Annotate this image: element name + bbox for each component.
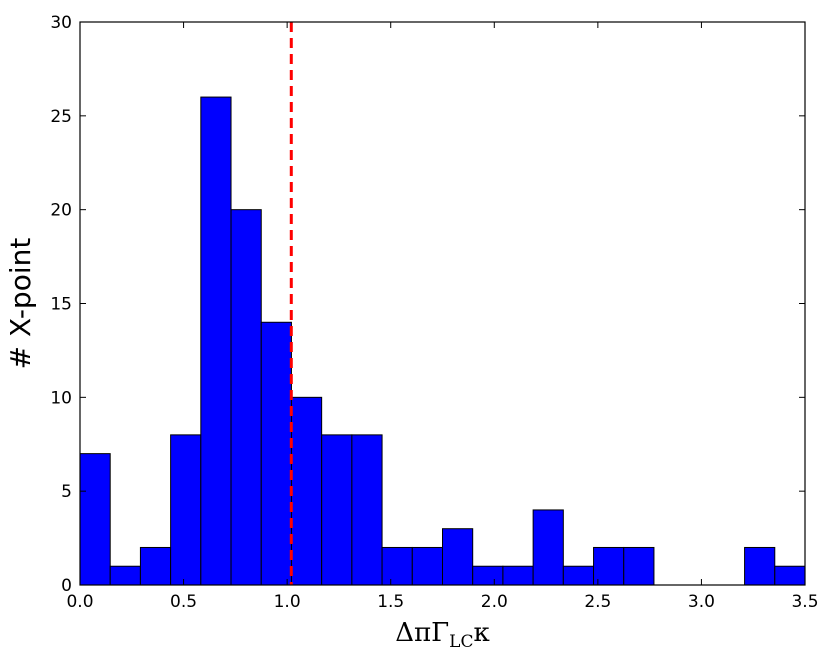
axis-ticks: 0.0 0.5 1.0 1.5 2.0 2.5 3.0 3.5 0 5 10 15 20 25 30: [50, 13, 818, 612]
histogram-bar: [472, 565, 504, 586]
histogram-bar: [260, 321, 292, 586]
histogram-bars: [79, 96, 806, 586]
histogram-bar: [351, 434, 383, 586]
x-axis-label: ΔπΓLCκ: [395, 618, 489, 652]
histogram-bar: [442, 528, 474, 586]
y-tick-label: 30: [50, 13, 72, 33]
x-tick-label: 3.5: [791, 592, 818, 612]
x-tick-label: 0.5: [170, 592, 197, 612]
histogram-bar: [321, 434, 353, 586]
histogram-bar: [532, 509, 564, 586]
x-axis-label-subscript: LC: [449, 632, 473, 652]
histogram-bar: [744, 546, 776, 586]
x-tick-label: 2.0: [481, 592, 508, 612]
y-tick-label: 0: [61, 576, 72, 596]
histogram-bar: [139, 546, 172, 586]
histogram-bar: [230, 209, 262, 586]
x-axis-label-main: ΔπΓ: [395, 618, 449, 648]
histogram-bar: [411, 546, 444, 586]
histogram-bar: [381, 546, 413, 586]
y-tick-label: 15: [50, 295, 72, 315]
histogram-bar: [79, 453, 111, 586]
y-axis-label: # X-point: [4, 238, 37, 370]
x-axis-label-tail: κ: [473, 618, 489, 648]
y-tick-label: 25: [50, 107, 72, 127]
y-tick-label: 10: [50, 388, 72, 408]
histogram-bar: [290, 396, 323, 586]
histogram-bar: [200, 96, 232, 586]
x-tick-label: 1.0: [274, 592, 301, 612]
histogram-bar: [774, 565, 806, 586]
y-tick-label: 20: [50, 201, 72, 221]
x-tick-label: 3.0: [688, 592, 715, 612]
histogram-bar: [593, 546, 625, 586]
histogram-bar: [502, 565, 534, 586]
x-tick-label: 2.5: [584, 592, 611, 612]
histogram-bar: [562, 565, 595, 586]
x-tick-label: 0.0: [66, 592, 93, 612]
histogram-bar: [109, 565, 141, 586]
histogram-bar: [170, 434, 202, 586]
y-tick-label: 5: [61, 482, 72, 502]
histogram-bar: [623, 546, 655, 586]
x-tick-label: 1.5: [377, 592, 404, 612]
